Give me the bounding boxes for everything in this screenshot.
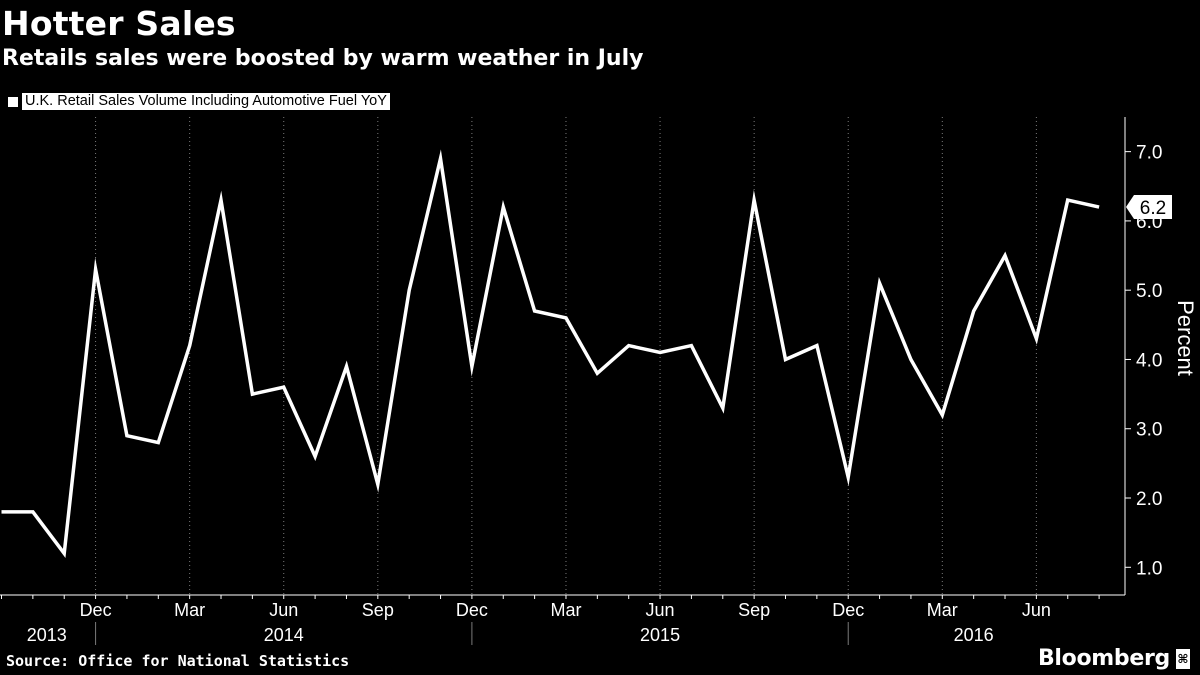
x-tick-label: Jun <box>269 600 298 620</box>
x-tick-label: Mar <box>927 600 958 620</box>
x-tick-label: Sep <box>362 600 394 620</box>
year-label: 2016 <box>954 625 994 645</box>
x-tick-label: Sep <box>738 600 770 620</box>
legend-swatch <box>8 96 18 107</box>
chart-title: Hotter Sales <box>2 4 236 43</box>
x-tick-label: Dec <box>456 600 488 620</box>
y-tick-label: 1.0 <box>1136 558 1162 579</box>
y-tick-label: 7.0 <box>1136 143 1162 164</box>
brand-name: Bloomberg <box>1037 646 1170 671</box>
x-tick-label: Dec <box>80 600 112 620</box>
y-tick-label: 3.0 <box>1136 420 1162 441</box>
x-tick-label: Dec <box>832 600 864 620</box>
legend: U.K. Retail Sales Volume Including Autom… <box>8 93 390 110</box>
series-line <box>1 149 1100 558</box>
legend-label: U.K. Retail Sales Volume Including Autom… <box>22 93 390 110</box>
last-value-callout <box>1126 195 1172 220</box>
y-tick-label: 4.0 <box>1136 350 1162 371</box>
last-value-label: 6.2 <box>1140 198 1166 219</box>
bloomberg-terminal-icon: ⌘ <box>1176 648 1190 669</box>
year-label: 2014 <box>264 625 304 645</box>
y-tick-label: 5.0 <box>1136 281 1162 302</box>
source-note: Source: Office for National Statistics <box>6 652 350 670</box>
x-tick-label: Mar <box>174 600 205 620</box>
year-label: 2015 <box>640 625 680 645</box>
x-tick-label: Jun <box>646 600 675 620</box>
y-axis-title: Percent <box>1173 300 1198 376</box>
x-tick-label: Jun <box>1022 600 1051 620</box>
x-tick-label: Mar <box>550 600 581 620</box>
y-tick-label: 2.0 <box>1136 489 1162 510</box>
brand-logo: Bloomberg ⌘ <box>1038 646 1190 671</box>
chart-subtitle: Retails sales were boosted by warm weath… <box>2 46 644 71</box>
year-label: 2013 <box>27 625 67 645</box>
